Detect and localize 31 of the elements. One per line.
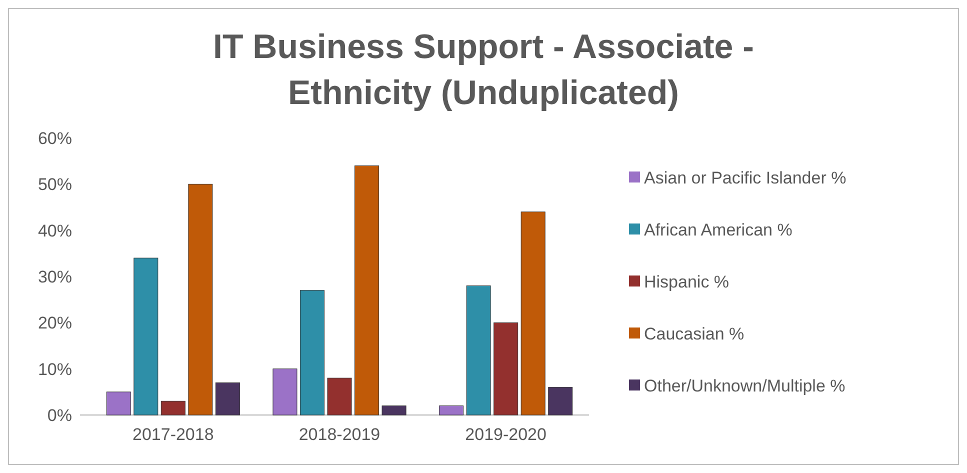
x-tick-label: 2017-2018 xyxy=(132,425,214,444)
bar xyxy=(272,368,298,416)
y-tick-label: 60% xyxy=(38,128,72,148)
legend-label: African American % xyxy=(644,220,792,240)
bar xyxy=(300,290,324,416)
y-tick-label: 20% xyxy=(38,314,72,333)
legend-label: Caucasian % xyxy=(644,324,744,344)
legend-label: Hispanic % xyxy=(644,272,730,292)
bar xyxy=(548,387,573,416)
y-tick-label: 10% xyxy=(38,360,72,379)
bar xyxy=(382,406,406,416)
bar xyxy=(215,382,240,416)
y-tick-label: 50% xyxy=(38,175,72,194)
bar xyxy=(327,378,352,416)
bar xyxy=(188,184,213,416)
bar xyxy=(134,258,158,416)
bar xyxy=(160,400,186,416)
legend-label: Other/Unknown/Multiple % xyxy=(644,376,846,396)
legend-label: Asian or Pacific Islander % xyxy=(644,168,846,188)
y-tick-label: 30% xyxy=(38,267,72,286)
y-tick-label: 40% xyxy=(38,221,72,240)
bar xyxy=(520,212,546,416)
bar xyxy=(354,165,380,416)
bar xyxy=(494,322,518,416)
chart-title: IT Business Support - Associate - Ethnicity (Unduplicated) xyxy=(213,28,754,112)
bar xyxy=(466,285,491,416)
bar xyxy=(439,406,464,416)
y-tick-label: 0% xyxy=(47,406,72,425)
x-tick-label: 2019-2020 xyxy=(465,425,546,444)
x-tick-label: 2018-2019 xyxy=(298,425,380,444)
bar xyxy=(106,392,131,416)
